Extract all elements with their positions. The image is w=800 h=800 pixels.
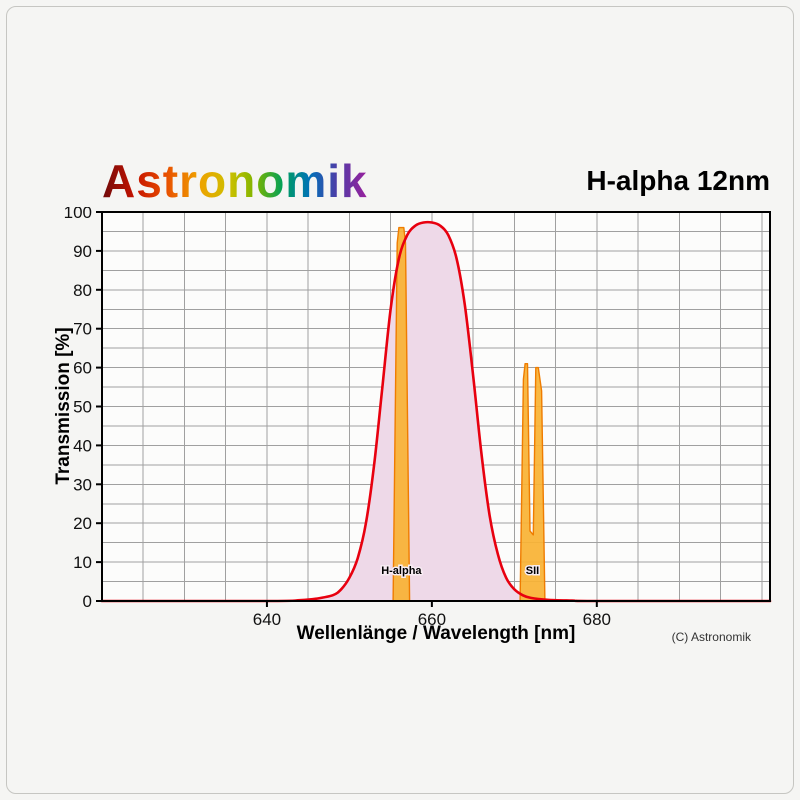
transmission-plot-svg: 640 660 680 0 10 20 30 40 50 60 70 80 90 100 H-alpha SI… [64,207,772,627]
svg-text:50: 50 [73,398,92,417]
svg-text:90: 90 [73,242,92,261]
svg-text:H-alpha: H-alpha [381,565,422,577]
svg-text:40: 40 [73,436,92,455]
x-axis-label: Wellenlänge / Wavelength [nm] [296,623,576,644]
svg-text:SII: SII [526,565,539,577]
copyright-text: (C) Astronomik [671,630,751,644]
svg-text:10: 10 [73,553,92,572]
svg-text:70: 70 [73,320,92,339]
product-image-frame: Astronomik H-alpha 12nm Transmission [%]… [6,6,794,794]
svg-text:60: 60 [73,359,92,378]
svg-text:80: 80 [73,281,92,300]
svg-text:680: 680 [583,610,611,627]
chart-header: Astronomik H-alpha 12nm [102,155,770,207]
svg-text:100: 100 [64,207,92,222]
svg-text:0: 0 [83,592,92,611]
svg-text:660: 660 [418,610,446,627]
svg-text:640: 640 [253,610,281,627]
astronomik-logo: Astronomik [102,155,368,207]
svg-text:20: 20 [73,514,92,533]
svg-text:30: 30 [73,475,92,494]
filter-title: H-alpha 12nm [586,165,770,196]
